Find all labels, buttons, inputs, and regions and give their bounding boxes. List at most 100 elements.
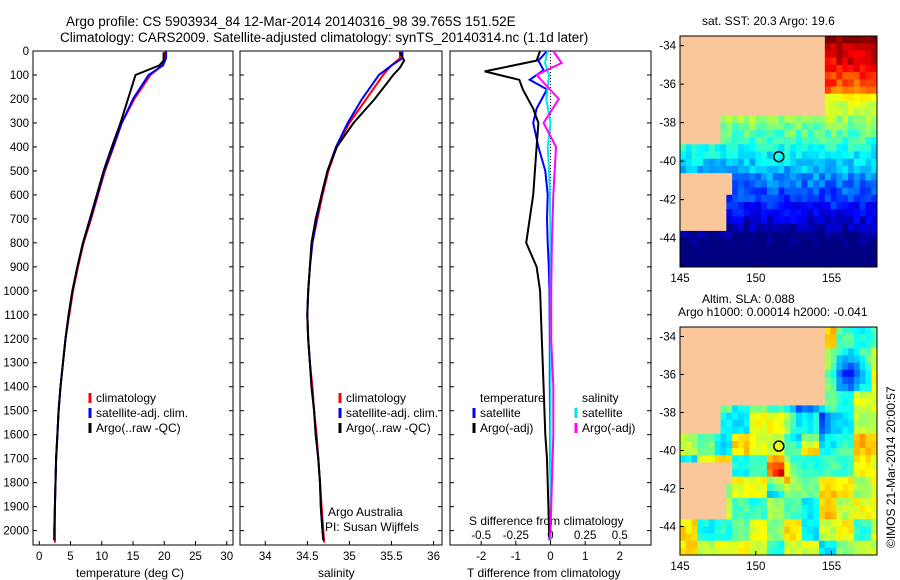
map-cell: [720, 187, 727, 196]
map-cell: [691, 355, 698, 364]
map-cell: [708, 469, 716, 478]
map-cell: [853, 455, 861, 463]
map-cell: [714, 426, 721, 435]
map-cell: [720, 526, 727, 535]
map-cell: [795, 455, 803, 463]
map-cell: [871, 202, 878, 210]
map-cell: [726, 57, 733, 66]
map-cell: [755, 72, 762, 80]
map-cell: [871, 533, 878, 542]
x-tick-label-differences: 0: [547, 551, 553, 563]
sst-map: [679, 35, 878, 268]
map-cell: [801, 391, 808, 399]
map-cell: [691, 187, 698, 196]
map-cell: [801, 173, 808, 181]
map-cell: [755, 376, 762, 385]
map-cell: [697, 426, 704, 435]
map-cell: [790, 173, 797, 181]
map-cell: [865, 223, 872, 232]
map-cell: [778, 180, 785, 188]
map-cell: [680, 490, 687, 499]
map-cell: [749, 412, 756, 421]
map-x-tick-label: 145: [670, 561, 689, 573]
map-cell: [871, 369, 878, 378]
map-cell: [732, 64, 739, 73]
sla-map-title-line-1: Altim. SLA: 0.088: [702, 292, 795, 306]
map-cell: [703, 348, 710, 356]
map-cell: [842, 348, 849, 356]
map-cell: [836, 362, 843, 371]
map-cell: [749, 223, 756, 232]
map-cell: [749, 180, 756, 188]
map-cell: [848, 483, 855, 492]
map-cell: [755, 86, 762, 95]
map-cell: [708, 398, 716, 406]
map-cell: [824, 216, 832, 225]
map-cell: [801, 187, 808, 196]
map-cell: [790, 405, 797, 413]
map-cell: [836, 245, 843, 253]
map-cell: [772, 505, 779, 513]
map-cell: [871, 426, 878, 435]
map-cell: [737, 455, 745, 463]
map-cell: [714, 50, 721, 59]
map-cell: [784, 72, 791, 80]
map-cell: [685, 433, 692, 442]
map-cell: [772, 362, 779, 371]
map-cell: [813, 362, 820, 371]
map-cell: [848, 448, 855, 456]
map-cell: [830, 259, 837, 268]
map-cell: [685, 108, 692, 116]
map-cell: [772, 398, 779, 406]
map-cell: [772, 230, 779, 239]
map-cell: [836, 165, 843, 174]
map-cell: [708, 259, 716, 268]
map-cell: [824, 469, 832, 478]
map-cell: [871, 223, 878, 232]
map-cell: [708, 158, 716, 167]
map-cell: [749, 86, 756, 95]
map-cell: [685, 348, 692, 356]
map-cell: [784, 57, 791, 66]
map-cell: [755, 129, 762, 138]
map-cell: [743, 230, 750, 239]
map-cell: [807, 230, 814, 239]
map-cell: [848, 512, 855, 520]
map-cell: [685, 115, 692, 124]
map-cell: [836, 115, 843, 124]
map-cell: [859, 43, 866, 51]
map-cell: [708, 533, 716, 542]
map-cell: [761, 57, 768, 66]
map-cell: [842, 327, 849, 335]
map-cell: [714, 412, 721, 421]
map-cell: [726, 230, 733, 239]
map-cell: [743, 348, 750, 356]
map-cell: [790, 469, 797, 478]
map-cell: [801, 384, 808, 392]
map-cell: [703, 341, 710, 349]
map-cell: [830, 108, 837, 116]
map-cell: [830, 327, 837, 335]
map-cell: [772, 441, 779, 449]
map-cell: [691, 43, 698, 51]
title-line-2: Climatology: CARS2009. Satellite-adjuste…: [60, 30, 589, 45]
map-cell: [784, 441, 791, 449]
map-cell: [697, 158, 704, 167]
map-cell: [819, 412, 826, 421]
map-cell: [819, 341, 826, 349]
map-cell: [720, 100, 727, 109]
map-cell: [795, 100, 803, 109]
map-cell: [737, 245, 745, 253]
map-cell: [772, 50, 779, 59]
map-cell: [790, 245, 797, 253]
map-cell: [697, 362, 704, 371]
map-cell: [743, 245, 750, 253]
map-cell: [830, 369, 837, 378]
map-cell: [801, 419, 808, 428]
y-tick-label: 1000: [3, 286, 29, 298]
map-cell: [685, 209, 692, 217]
map-cell: [749, 43, 756, 51]
map-cell: [749, 441, 756, 449]
map-cell: [784, 115, 791, 124]
map-cell: [743, 533, 750, 542]
